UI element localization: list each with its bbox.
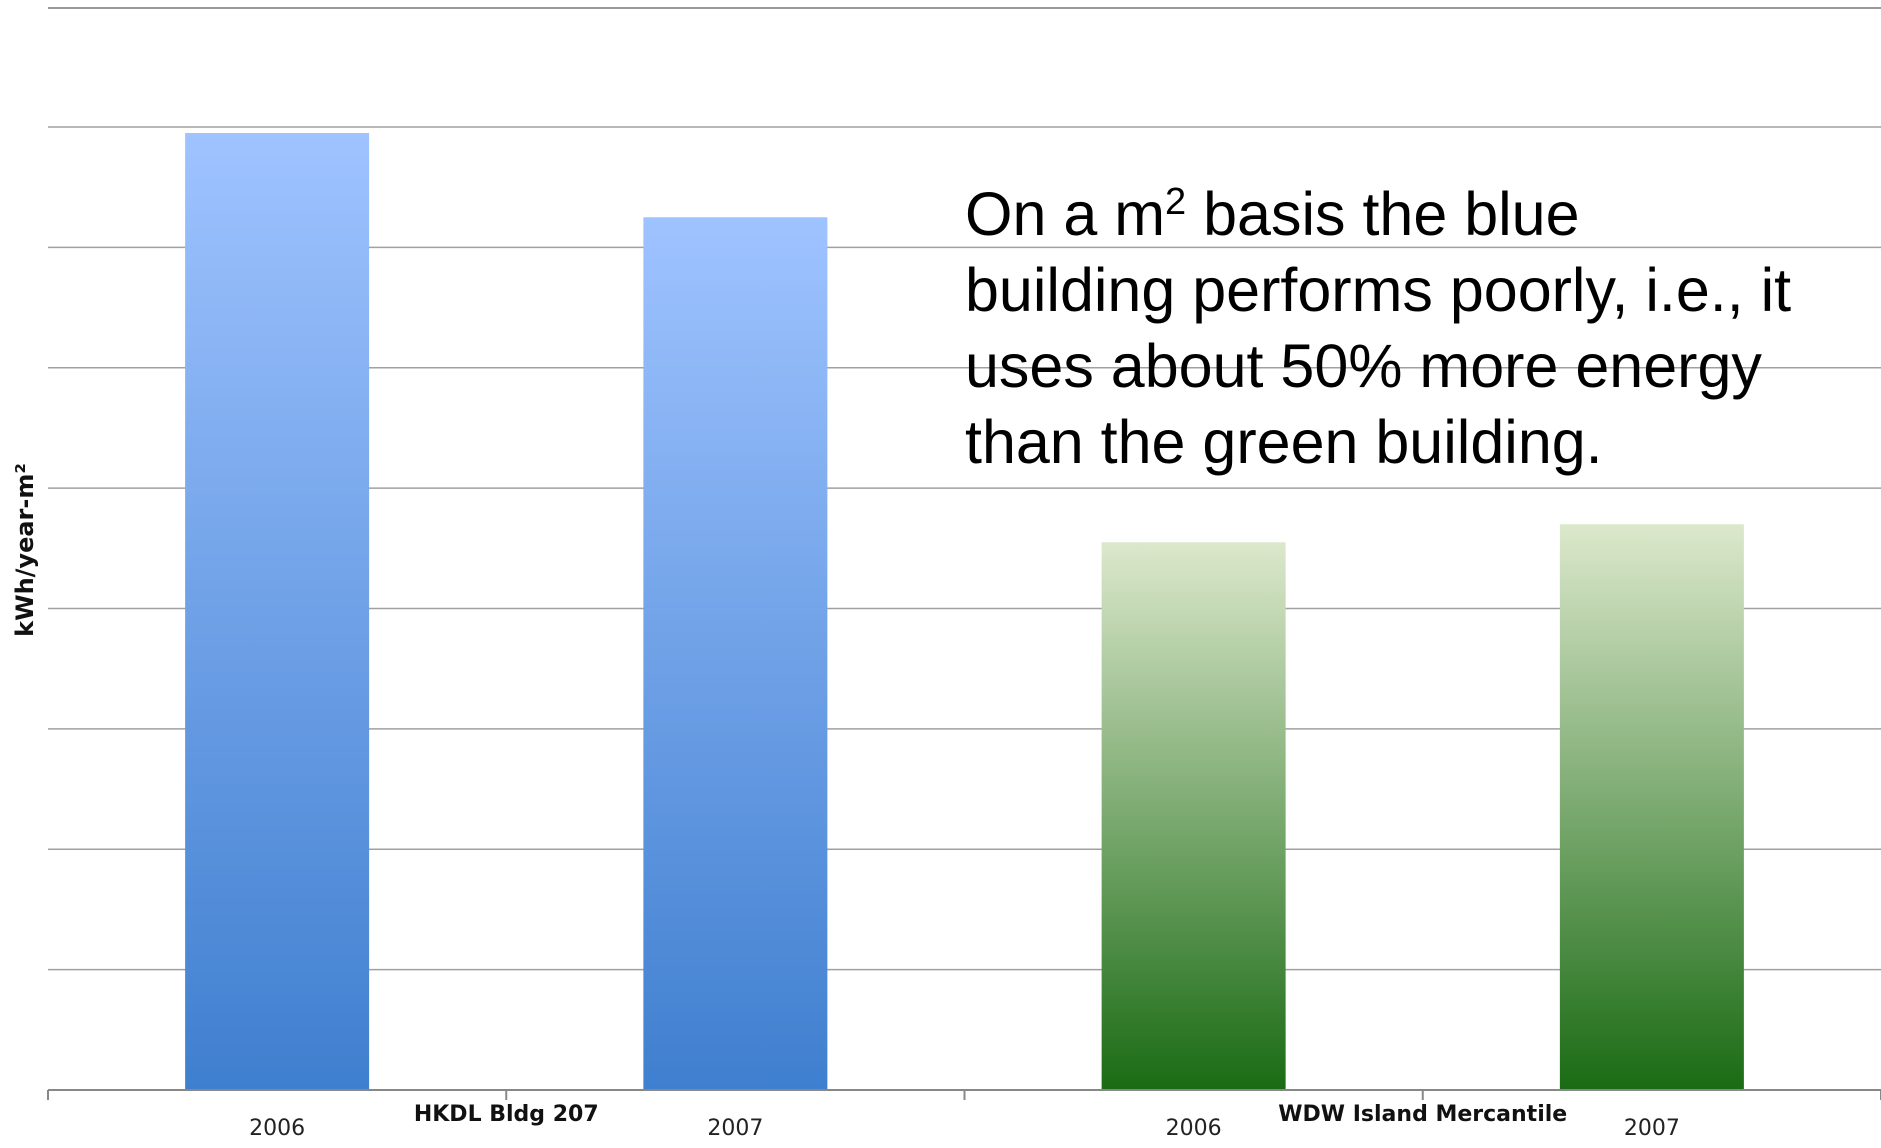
annotation-text: On a m2 basis the blue building performs… (965, 176, 1865, 480)
group-label: WDW Island Mercantile (1278, 1102, 1567, 1127)
x-tick-label: 2007 (707, 1116, 763, 1141)
bar-0-2007 (643, 217, 828, 1090)
bar-1-2007 (1559, 524, 1744, 1090)
y-axis-label: kWh/year-m² (11, 463, 39, 637)
annotation-line-2: building performs poorly, i.e., it (965, 256, 1792, 324)
annotation-line-4: than the green building. (965, 408, 1603, 476)
x-tick-label: 2006 (1166, 1116, 1222, 1141)
x-tick-label: 2006 (249, 1116, 305, 1141)
annotation-line-1: On a m2 basis the blue (965, 180, 1580, 248)
x-axis: 2006 2007 HKDL Bldg 207 2006 2007 WDW Island … (47, 1089, 1881, 1141)
bars (185, 133, 1744, 1091)
group-label: HKDL Bldg 207 (414, 1102, 599, 1127)
bar-1-2006 (1101, 542, 1286, 1090)
annotation-line-3: uses about 50% more energy (965, 332, 1762, 400)
bar-0-2006 (185, 133, 370, 1091)
x-tick-label: 2007 (1624, 1116, 1680, 1141)
